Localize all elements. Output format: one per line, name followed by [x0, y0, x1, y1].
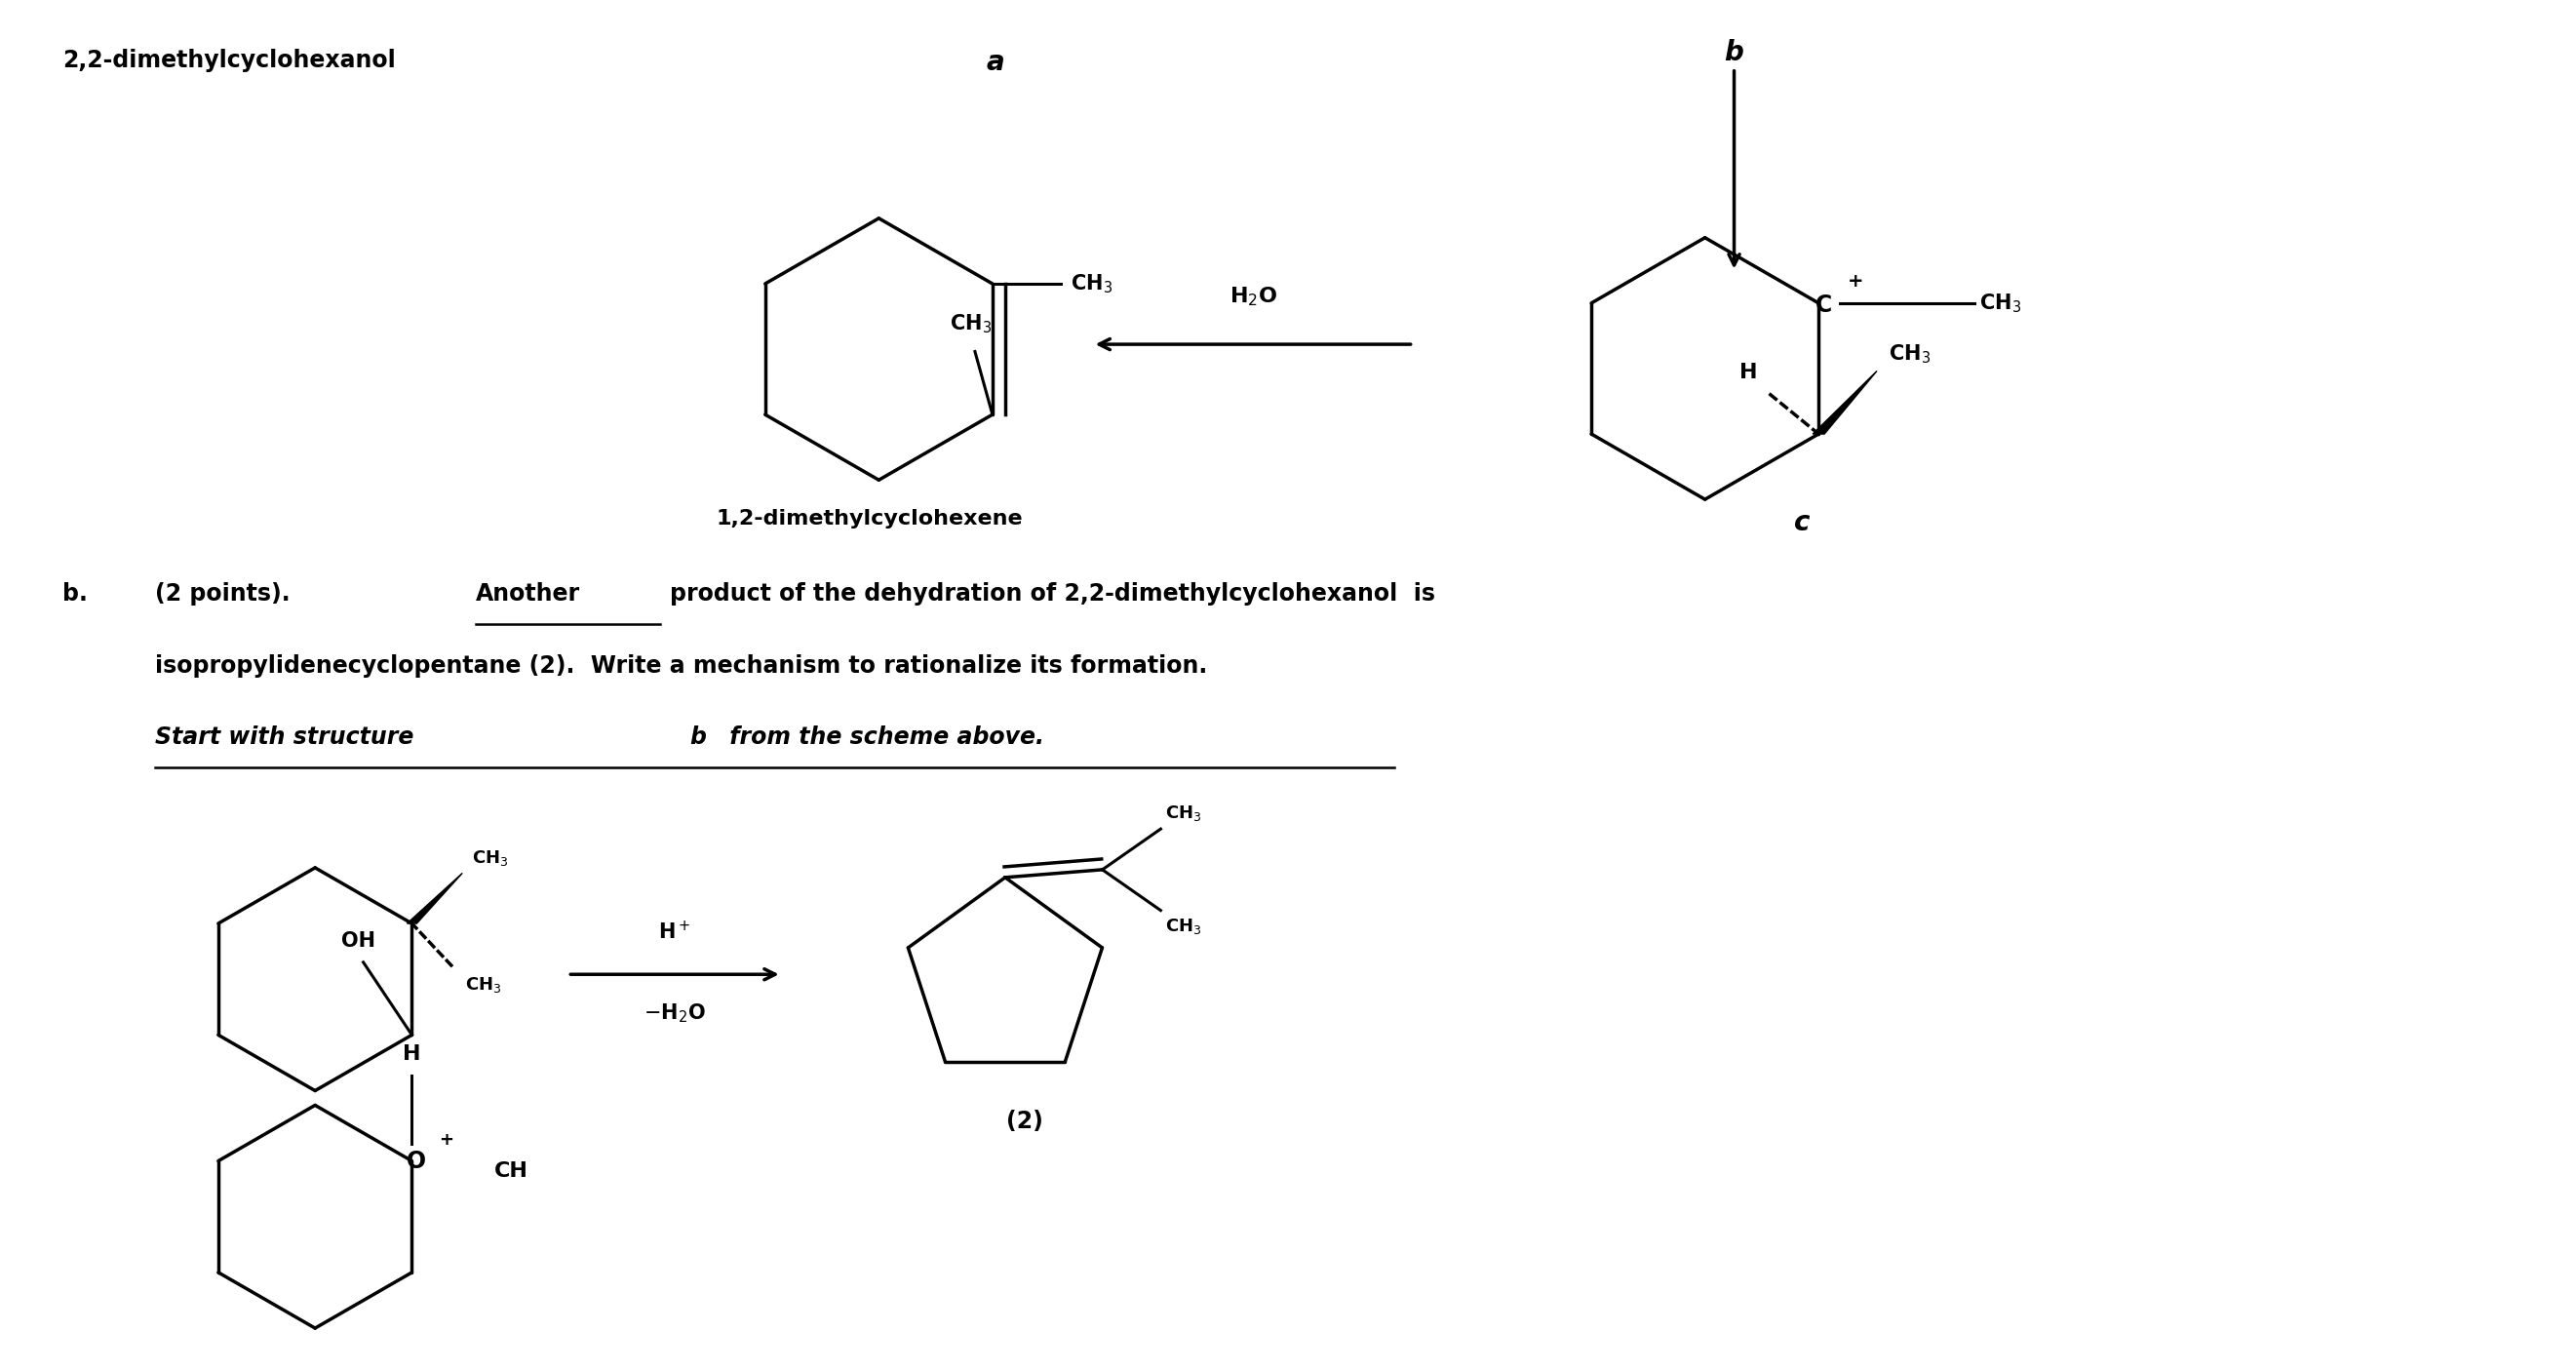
- Polygon shape: [1814, 372, 1878, 435]
- Text: b: b: [690, 725, 706, 749]
- Text: Another: Another: [477, 581, 580, 605]
- Text: CH$_3$: CH$_3$: [1164, 803, 1203, 823]
- Text: H$_2$O: H$_2$O: [1229, 285, 1278, 308]
- Polygon shape: [407, 873, 464, 924]
- Text: O: O: [407, 1149, 428, 1172]
- Text: (2): (2): [1007, 1111, 1043, 1134]
- Text: product of the dehydration of 2,2-dimethylcyclohexanol  is: product of the dehydration of 2,2-dimeth…: [670, 581, 1435, 605]
- Text: 1,2-dimethylcyclohexene: 1,2-dimethylcyclohexene: [716, 509, 1023, 529]
- Text: b: b: [1723, 38, 1744, 66]
- Text: +: +: [438, 1131, 453, 1149]
- Text: isopropylidenecyclopentane (2).  Write a mechanism to rationalize its formation.: isopropylidenecyclopentane (2). Write a …: [155, 654, 1208, 677]
- Text: a: a: [987, 48, 1005, 75]
- Text: C: C: [1816, 293, 1832, 317]
- Text: b.: b.: [62, 581, 88, 605]
- Text: CH$_3$: CH$_3$: [471, 849, 507, 868]
- Text: CH$_3$: CH$_3$: [1164, 916, 1203, 935]
- Text: CH$_3$: CH$_3$: [466, 975, 502, 994]
- Text: H: H: [1739, 363, 1757, 383]
- Text: CH$_3$: CH$_3$: [951, 313, 992, 335]
- Text: +: +: [1847, 273, 1862, 291]
- Text: H$^+$: H$^+$: [659, 920, 690, 943]
- Text: H: H: [402, 1045, 420, 1064]
- Text: Start with structure: Start with structure: [155, 725, 422, 749]
- Text: 2,2-dimethylcyclohexanol: 2,2-dimethylcyclohexanol: [62, 48, 397, 73]
- Text: CH$_3$: CH$_3$: [1069, 273, 1113, 295]
- Text: (2 points).: (2 points).: [155, 581, 291, 605]
- Text: CH: CH: [495, 1161, 528, 1180]
- Text: c: c: [1793, 509, 1811, 536]
- Text: from the scheme above.: from the scheme above.: [721, 725, 1043, 749]
- Text: $-$H$_2$O: $-$H$_2$O: [644, 1001, 706, 1024]
- Text: CH$_3$: CH$_3$: [1978, 292, 2022, 314]
- Text: OH: OH: [343, 931, 376, 950]
- Text: CH$_3$: CH$_3$: [1888, 343, 1929, 366]
